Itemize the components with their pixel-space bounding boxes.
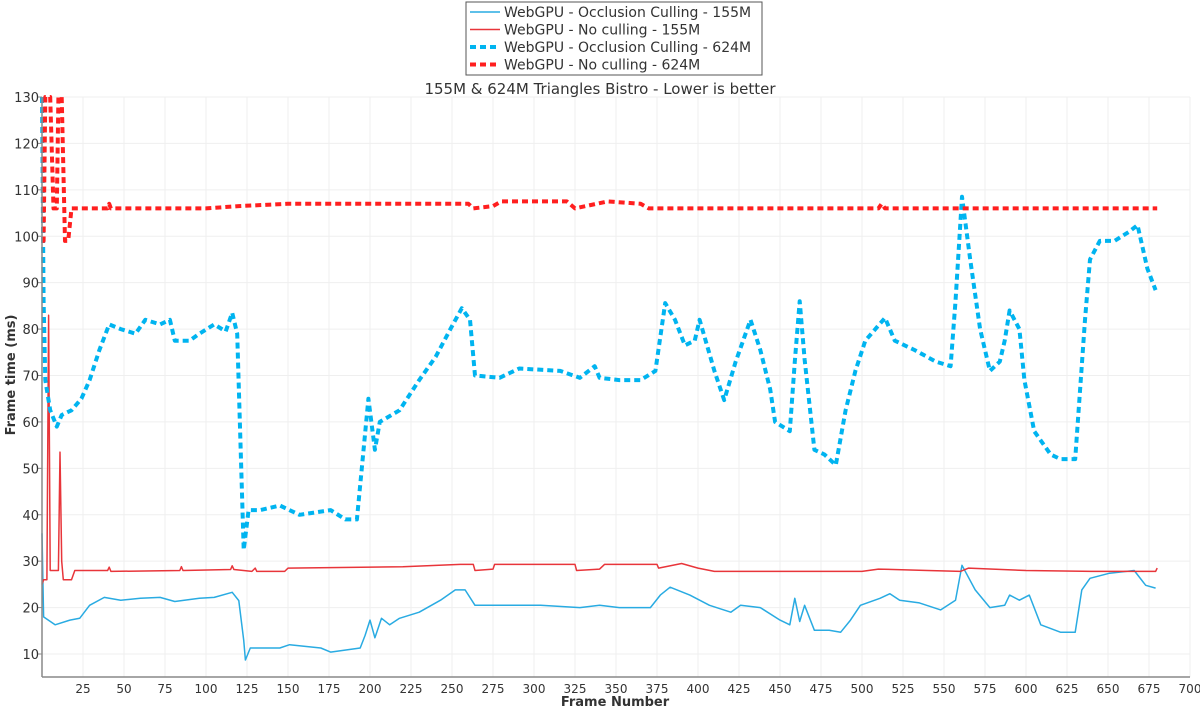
- x-tick-label: 625: [1056, 682, 1079, 696]
- y-tick-label: 70: [22, 370, 39, 385]
- x-tick-label: 450: [769, 682, 792, 696]
- x-tick-label: 475: [810, 682, 833, 696]
- legend-label: WebGPU - Occlusion Culling - 624M: [504, 40, 751, 56]
- y-axis-label: Frame time (ms): [4, 315, 19, 436]
- y-tick-label: 40: [22, 509, 39, 524]
- x-tick-label: 550: [933, 682, 956, 696]
- x-tick-label: 425: [728, 682, 751, 696]
- x-axis-label: Frame Number: [561, 695, 670, 710]
- x-tick-label: 400: [687, 682, 710, 696]
- x-tick-label: 700: [1179, 682, 1200, 696]
- series-line-3: [41, 95, 1158, 243]
- x-tick-label: 575: [974, 682, 997, 696]
- series-line-0: [41, 533, 1156, 661]
- legend-label: WebGPU - No culling - 624M: [504, 58, 700, 74]
- x-tick-label: 100: [195, 682, 218, 696]
- x-tick-label: 25: [75, 682, 90, 696]
- x-tick-label: 50: [116, 682, 131, 696]
- x-tick-label: 375: [646, 682, 669, 696]
- x-tick-label: 225: [400, 682, 423, 696]
- x-tick-label: 600: [1015, 682, 1038, 696]
- legend-label: WebGPU - No culling - 155M: [504, 23, 700, 39]
- y-tick-label: 120: [14, 137, 39, 152]
- x-tick-label: 125: [236, 682, 259, 696]
- x-tick-label: 150: [277, 682, 300, 696]
- y-tick-label: 80: [22, 323, 39, 338]
- chart-title: 155M & 624M Triangles Bistro - Lower is …: [424, 80, 776, 98]
- y-tick-label: 90: [22, 277, 39, 292]
- y-tick-label: 20: [22, 602, 39, 617]
- y-tick-labels: 10 20 30 40 50 60 70 80 90 100 110 120 130: [14, 91, 42, 663]
- series-lines: [40, 95, 1158, 661]
- x-tick-label: 200: [359, 682, 382, 696]
- x-tick-label: 275: [482, 682, 505, 696]
- y-tick-label: 30: [22, 555, 39, 570]
- x-tick-label: 350: [605, 682, 628, 696]
- x-tick-label: 525: [892, 682, 915, 696]
- legend-label: WebGPU - Occlusion Culling - 155M: [504, 5, 751, 21]
- x-tick-label: 675: [1138, 682, 1161, 696]
- x-tick-label: 325: [564, 682, 587, 696]
- y-tick-label: 110: [14, 184, 39, 199]
- series-line-2: [40, 96, 1158, 552]
- x-tick-label: 250: [441, 682, 464, 696]
- y-tick-label: 10: [22, 648, 39, 663]
- series-line-1: [41, 314, 1158, 585]
- x-tick-label: 650: [1097, 682, 1120, 696]
- gridlines: [42, 96, 1191, 677]
- legend: WebGPU - Occlusion Culling - 155M WebGPU …: [465, 1, 763, 76]
- x-tick-labels: 25 50 75 100 125 150 175 200 225 250 275 300 325 350 3…: [75, 682, 1200, 696]
- y-tick-label: 130: [14, 91, 39, 106]
- x-tick-label: 500: [851, 682, 874, 696]
- x-tick-label: 75: [157, 682, 172, 696]
- y-tick-label: 100: [14, 230, 39, 245]
- y-tick-label: 50: [22, 462, 39, 477]
- x-tick-label: 300: [523, 682, 546, 696]
- y-tick-label: 60: [22, 416, 39, 431]
- x-tick-label: 175: [318, 682, 341, 696]
- legend-box: [465, 1, 763, 76]
